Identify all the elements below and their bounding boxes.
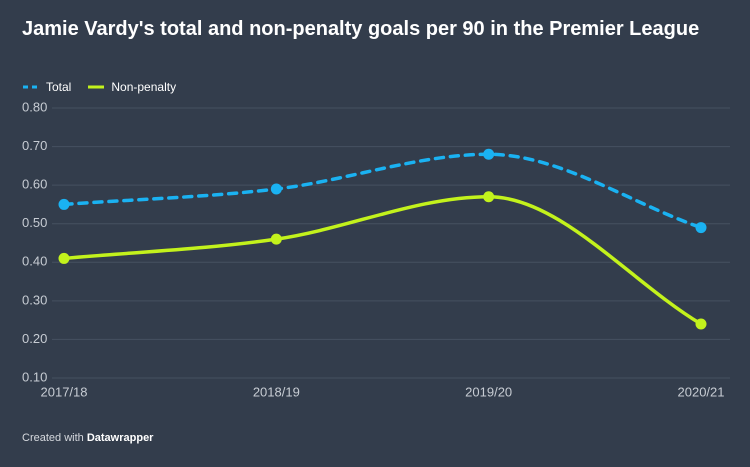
chart-title: Jamie Vardy's total and non-penalty goal… [22,18,700,40]
legend: Total Non-penalty [22,80,176,94]
data-point [270,183,282,195]
y-tick-label: 0.20 [22,331,47,346]
footer: Created with Datawrapper [22,432,153,444]
legend-item: Total [22,80,71,94]
series-line [62,194,703,326]
x-tick-label: 2017/18 [41,384,88,399]
y-tick-label: 0.40 [22,254,47,269]
data-point [695,222,707,234]
x-tick-label: 2018/19 [253,384,300,399]
data-point [483,191,495,203]
x-tick-label: 2020/21 [678,384,725,399]
y-tick-label: 0.30 [22,292,47,307]
data-point [483,148,495,160]
series-line [62,152,703,230]
y-tick-label: 0.70 [22,138,47,153]
data-point [58,252,70,264]
legend-label: Total [46,80,72,94]
y-tick-label: 0.50 [22,215,47,230]
data-point [58,198,70,210]
legend-swatch [88,85,105,89]
footer-brand: Datawrapper [86,432,154,444]
y-tick-label: 0.60 [22,177,47,192]
x-tick-label: 2019/20 [465,384,512,399]
data-point [270,233,282,245]
legend-swatch [23,85,39,89]
footer-prefix: Created with [22,432,84,444]
y-tick-label: 0.80 [22,99,47,114]
y-tick-label: 0.10 [22,369,47,384]
legend-label: Non-penalty [111,80,177,94]
legend-item: Non-penalty [87,80,176,94]
data-point [695,318,707,330]
